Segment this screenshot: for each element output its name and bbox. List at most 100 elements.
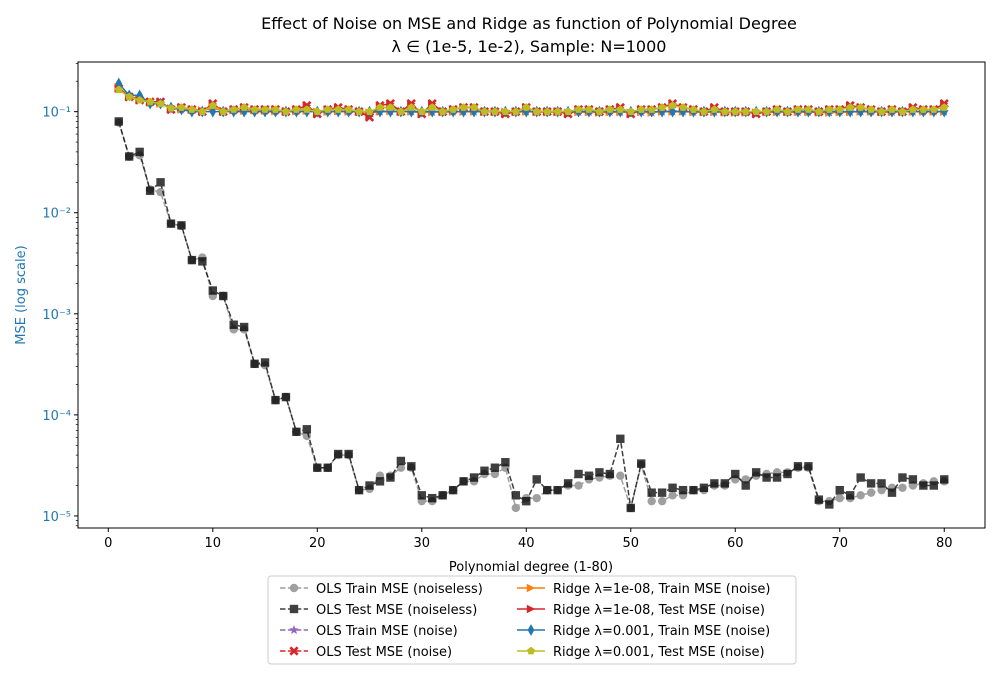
data-point	[511, 503, 521, 513]
data-point	[710, 105, 719, 113]
data-point	[125, 92, 134, 101]
data-point	[448, 485, 458, 495]
data-point	[501, 458, 510, 467]
data-point	[752, 107, 761, 116]
data-point	[281, 107, 290, 116]
data-point	[344, 449, 353, 459]
data-point	[396, 456, 406, 466]
data-point	[689, 485, 698, 495]
x-tick-label: 60	[727, 536, 744, 551]
data-point	[814, 495, 824, 504]
data-point	[313, 463, 322, 472]
data-point	[261, 105, 270, 113]
data-point	[302, 105, 311, 113]
data-point	[657, 496, 667, 506]
data-point	[229, 105, 238, 113]
data-point	[741, 481, 750, 490]
chart-subtitle: λ ∈ (1e-5, 1e-2), Sample: N=1000	[392, 37, 667, 56]
data-point	[219, 107, 228, 116]
data-point	[563, 479, 573, 488]
data-point	[804, 105, 813, 113]
legend: OLS Train MSE (noiseless) OLS Test MSE (n…	[267, 575, 797, 665]
data-point	[856, 491, 865, 500]
data-point	[156, 178, 165, 187]
data-point	[344, 105, 353, 113]
legend-item	[280, 583, 308, 593]
data-point	[522, 496, 531, 506]
data-point	[699, 107, 708, 116]
data-point	[846, 491, 855, 500]
data-point	[866, 488, 876, 497]
data-point	[762, 473, 771, 482]
data-point	[240, 103, 249, 111]
data-point	[793, 462, 803, 471]
x-tick-label: 80	[936, 536, 953, 551]
data-point	[532, 107, 541, 116]
data-point	[898, 483, 907, 492]
data-point	[543, 107, 552, 116]
data-point	[877, 107, 886, 116]
data-point	[532, 493, 541, 503]
x-tick-label: 30	[414, 536, 431, 551]
data-point	[856, 473, 865, 482]
data-point	[135, 95, 144, 104]
data-point	[647, 496, 656, 506]
y-axis: 10⁻⁵ 10⁻⁴ 10⁻³ 10⁻² 10⁻¹	[42, 63, 78, 527]
data-point	[616, 471, 625, 480]
legend-item	[517, 604, 545, 614]
data-point	[365, 107, 374, 116]
data-point	[239, 322, 249, 332]
data-point	[490, 463, 500, 472]
data-point	[553, 485, 562, 495]
data-point	[783, 469, 792, 479]
data-point	[136, 89, 144, 102]
data-point	[480, 107, 489, 116]
data-point	[292, 427, 301, 437]
legend-marker	[289, 646, 299, 656]
axes-frame	[77, 61, 986, 529]
data-point	[574, 469, 583, 479]
data-point	[584, 105, 593, 113]
x-axis: 0 10 20 30 40 50 60 70 80	[104, 528, 953, 551]
x-tick-label: 0	[104, 536, 112, 551]
data-point	[616, 434, 625, 443]
data-point	[929, 481, 938, 490]
legend-item	[280, 646, 308, 656]
legend-label: OLS Train MSE (noise)	[316, 624, 458, 639]
data-point	[908, 105, 917, 113]
series-line-0	[118, 122, 945, 509]
data-point	[355, 107, 364, 116]
data-point	[438, 491, 447, 500]
data-point	[595, 107, 604, 116]
data-point	[501, 107, 510, 116]
data-point	[198, 107, 207, 116]
data-point	[772, 473, 782, 482]
data-point	[553, 107, 562, 116]
data-point	[428, 493, 437, 503]
data-point	[773, 105, 782, 113]
data-point	[292, 105, 301, 113]
data-point	[605, 469, 615, 479]
legend-label: OLS Test MSE (noiseless)	[316, 603, 477, 618]
data-point	[333, 449, 343, 459]
data-point	[835, 105, 844, 113]
data-point	[271, 395, 280, 405]
data-point	[386, 473, 395, 482]
legend-label: OLS Test MSE (noise)	[316, 645, 452, 660]
y-tick-label: 10⁻²	[42, 207, 71, 222]
legend-marker	[289, 624, 299, 635]
y-axis-label: MSE (log scale)	[14, 245, 29, 344]
data-point	[887, 488, 897, 497]
data-point	[699, 483, 709, 492]
series-line-1	[118, 121, 945, 509]
legend-marker	[289, 604, 299, 614]
data-point	[626, 503, 635, 513]
data-point	[396, 107, 405, 116]
series-group	[113, 77, 950, 513]
data-point	[856, 103, 865, 111]
data-point	[668, 483, 677, 492]
data-point	[313, 107, 322, 116]
data-point	[281, 392, 291, 402]
